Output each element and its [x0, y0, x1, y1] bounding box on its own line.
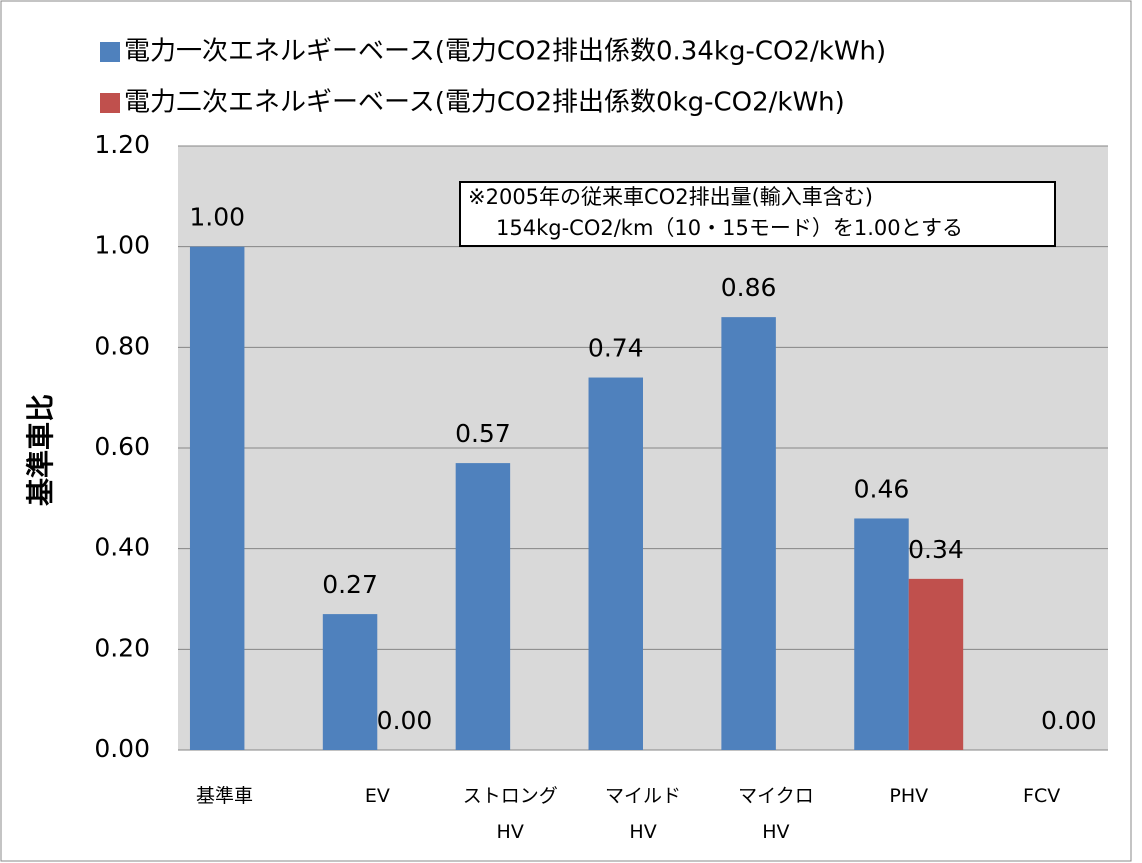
- data-label: 1.00: [189, 203, 245, 232]
- data-label: 0.74: [588, 334, 644, 363]
- legend-swatch: [100, 42, 120, 62]
- data-label: 0.46: [854, 474, 910, 503]
- annotation-box: [459, 181, 1056, 247]
- bar: [908, 578, 964, 750]
- x-tick-label: ストロング HV: [462, 785, 558, 843]
- y-tick-label: 1.00: [94, 231, 150, 260]
- data-label: 0.00: [377, 706, 433, 735]
- y-tick-label: 0.80: [94, 331, 150, 360]
- data-label: 0.57: [455, 419, 511, 448]
- y-tick-label: 0.60: [94, 432, 150, 461]
- bar: [854, 518, 909, 750]
- legend-swatch: [100, 93, 120, 113]
- y-axis-label: 基準車比: [24, 394, 57, 506]
- annotation-text: ※2005年の従来車CO2排出量(輸入車含む): [468, 185, 873, 209]
- bar: [322, 614, 378, 750]
- legend-label: 電力二次エネルギーベース(電力CO2排出係数0kg-CO2/kWh): [124, 88, 845, 118]
- y-tick-label: 0.40: [94, 533, 150, 562]
- y-tick-label: 0.20: [94, 633, 150, 662]
- x-tick-label: 基準車: [195, 785, 253, 807]
- data-label: 0.34: [908, 535, 964, 564]
- x-tick-label: マイルド HV: [605, 785, 682, 843]
- x-tick-label: FCV: [1023, 785, 1061, 807]
- data-label: 0.86: [721, 273, 777, 302]
- legend-label: 電力一次エネルギーベース(電力CO2排出係数0.34kg-CO2/kWh): [124, 37, 886, 67]
- x-tick-label: EV: [364, 785, 390, 807]
- annotation-text: 154kg-CO2/km（10・15モード）を1.00とする: [496, 216, 963, 240]
- bar: [455, 463, 511, 750]
- bar: [588, 377, 643, 750]
- y-tick-label: 0.00: [94, 734, 150, 763]
- x-tick-label: PHV: [889, 785, 929, 807]
- x-tick-label: マイクロ HV: [738, 785, 814, 843]
- y-tick-label: 1.20: [94, 130, 150, 159]
- data-label: 0.00: [1041, 706, 1097, 735]
- bar: [721, 317, 776, 750]
- data-label: 0.27: [322, 570, 378, 599]
- bar: [189, 246, 245, 750]
